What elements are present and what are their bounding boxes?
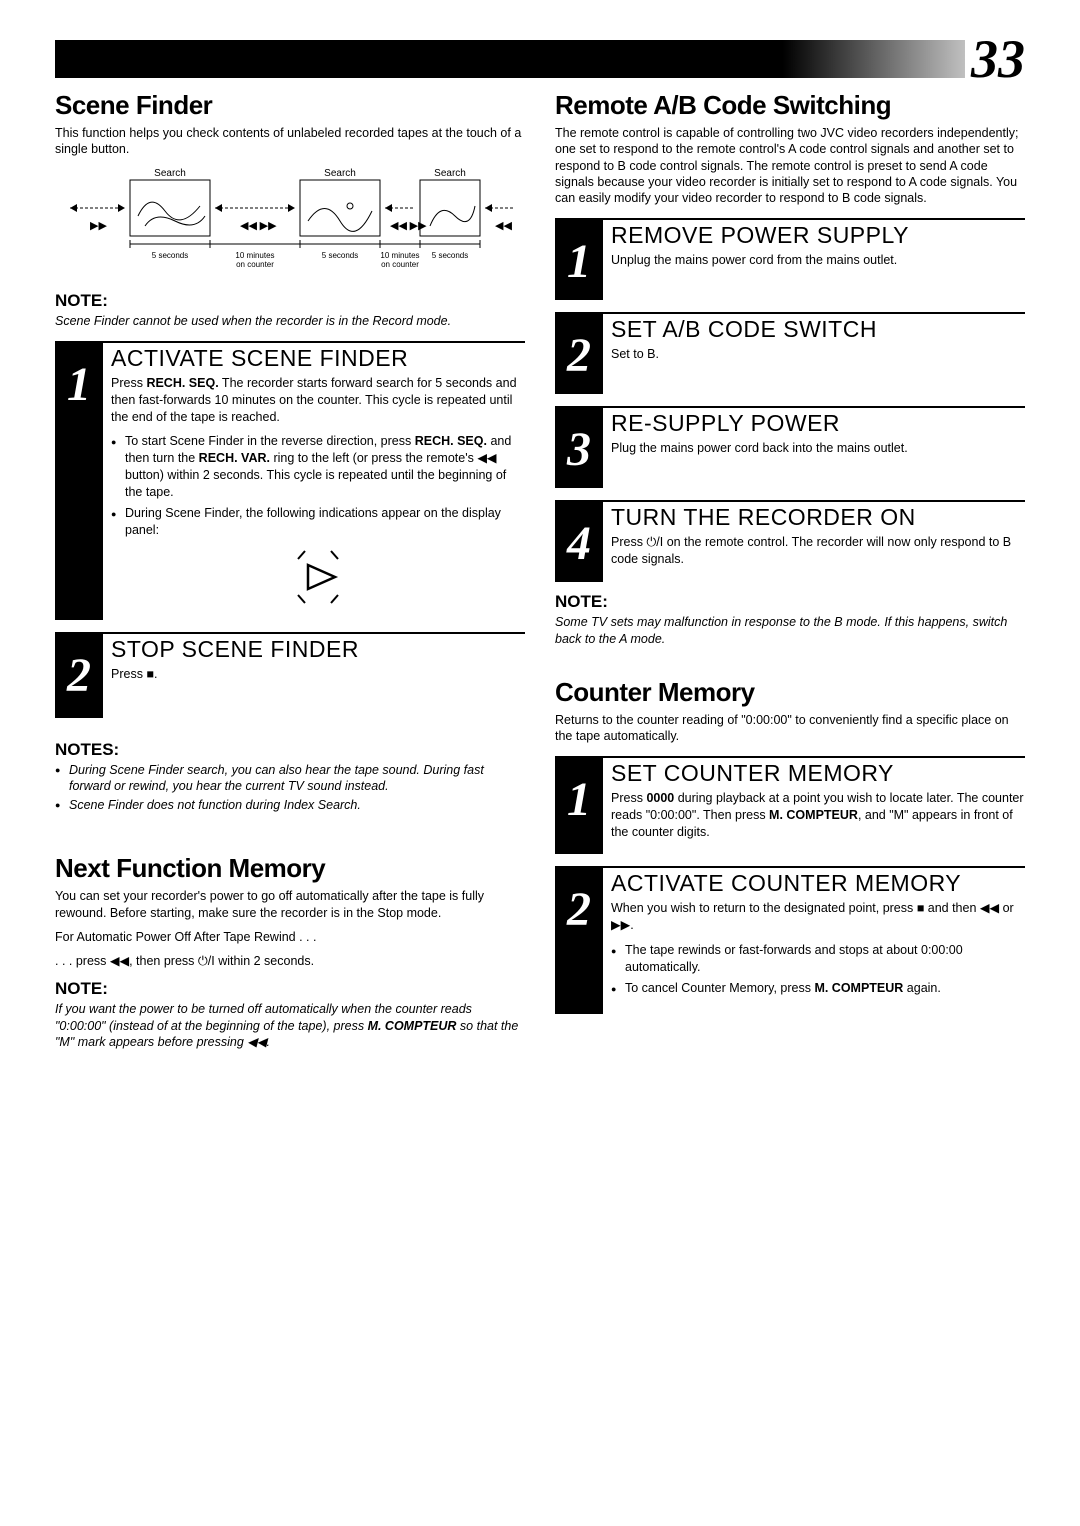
step-number: 1 <box>555 758 603 854</box>
step-title: TURN THE RECORDER ON <box>611 504 1025 531</box>
svg-text:5 seconds: 5 seconds <box>432 251 468 260</box>
note-label: NOTE: <box>55 291 525 311</box>
step-bullets: The tape rewinds or fast-forwards and st… <box>611 942 1025 997</box>
step-body: Press ⏻/I on the remote control. The rec… <box>611 534 1025 568</box>
step-title: REMOVE POWER SUPPLY <box>611 222 1025 249</box>
right-column: Remote A/B Code Switching The remote con… <box>555 90 1025 1050</box>
display-panel-icon <box>111 547 525 612</box>
scene-finder-diagram: Search Search Search <box>55 166 525 281</box>
svg-text:Search: Search <box>324 168 356 179</box>
scene-finder-intro: This function helps you check contents o… <box>55 125 525 158</box>
page-number: 33 <box>965 28 1025 90</box>
step-number: 2 <box>555 868 603 1014</box>
notes-list: During Scene Finder search, you can also… <box>55 762 525 814</box>
step-body: When you wish to return to the designate… <box>611 900 1025 934</box>
two-column-layout: Scene Finder This function helps you che… <box>55 90 1025 1050</box>
step-body: Press RECH. SEQ. The recorder starts for… <box>111 375 525 426</box>
next-function-line3: . . . press ◀◀, then press ⏻/I within 2 … <box>55 953 525 969</box>
step-title: SET A/B CODE SWITCH <box>611 316 1025 343</box>
next-function-intro: You can set your recorder's power to go … <box>55 888 525 921</box>
step-set-ab-switch: 2 SET A/B CODE SWITCH Set to B. <box>555 312 1025 394</box>
note-label: NOTE: <box>555 592 1025 612</box>
step-body: Unplug the mains power cord from the mai… <box>611 252 1025 269</box>
scene-finder-title: Scene Finder <box>55 90 525 121</box>
next-function-line2: For Automatic Power Off After Tape Rewin… <box>55 929 525 945</box>
note-text: Scene Finder cannot be used when the rec… <box>55 313 525 329</box>
remote-ab-title: Remote A/B Code Switching <box>555 90 1025 121</box>
notes-label: NOTES: <box>55 740 525 760</box>
svg-text:5 seconds: 5 seconds <box>152 251 188 260</box>
note-label: NOTE: <box>55 979 525 999</box>
svg-text:◀◀: ◀◀ <box>495 220 512 232</box>
step-remove-power: 1 REMOVE POWER SUPPLY Unplug the mains p… <box>555 218 1025 300</box>
step-bullets: To start Scene Finder in the reverse dir… <box>111 433 525 538</box>
next-function-title: Next Function Memory <box>55 853 525 884</box>
step-resupply-power: 3 RE-SUPPLY POWER Plug the mains power c… <box>555 406 1025 488</box>
step-activate-scene-finder: 1 ACTIVATE SCENE FINDER Press RECH. SEQ.… <box>55 341 525 620</box>
counter-memory-intro: Returns to the counter reading of "0:00:… <box>555 712 1025 745</box>
svg-text:▶▶: ▶▶ <box>90 220 107 232</box>
svg-text:◀◀ ▶▶: ◀◀ ▶▶ <box>390 220 427 232</box>
svg-text:5 seconds: 5 seconds <box>322 251 358 260</box>
step-title: RE-SUPPLY POWER <box>611 410 1025 437</box>
header-gradient-bar: 33 <box>55 40 1025 78</box>
counter-memory-title: Counter Memory <box>555 677 1025 708</box>
step-title: STOP SCENE FINDER <box>111 636 525 663</box>
step-number: 2 <box>555 314 603 394</box>
svg-text:10 minutes: 10 minutes <box>235 251 274 260</box>
svg-text:10 minutes: 10 minutes <box>380 251 419 260</box>
svg-text:Search: Search <box>154 168 186 179</box>
step-body: Plug the mains power cord back into the … <box>611 440 1025 457</box>
note-text: If you want the power to be turned off a… <box>55 1001 525 1050</box>
svg-text:◀◀ ▶▶: ◀◀ ▶▶ <box>240 220 277 232</box>
step-number: 1 <box>555 220 603 300</box>
step-stop-scene-finder: 2 STOP SCENE FINDER Press ■. <box>55 632 525 718</box>
step-set-counter-memory: 1 SET COUNTER MEMORY Press 0000 during p… <box>555 756 1025 854</box>
left-column: Scene Finder This function helps you che… <box>55 90 525 1050</box>
step-number: 1 <box>55 343 103 620</box>
step-number: 2 <box>55 634 103 718</box>
remote-ab-intro: The remote control is capable of control… <box>555 125 1025 206</box>
step-title: ACTIVATE COUNTER MEMORY <box>611 870 1025 897</box>
svg-text:Search: Search <box>434 168 466 179</box>
svg-text:on counter: on counter <box>381 260 419 269</box>
step-title: SET COUNTER MEMORY <box>611 760 1025 787</box>
step-title: ACTIVATE SCENE FINDER <box>111 345 525 372</box>
step-turn-recorder-on: 4 TURN THE RECORDER ON Press ⏻/I on the … <box>555 500 1025 582</box>
step-body: Press 0000 during playback at a point yo… <box>611 790 1025 841</box>
step-activate-counter-memory: 2 ACTIVATE COUNTER MEMORY When you wish … <box>555 866 1025 1014</box>
step-number: 4 <box>555 502 603 582</box>
step-number: 3 <box>555 408 603 488</box>
step-body: Set to B. <box>611 346 1025 363</box>
note-text: Some TV sets may malfunction in response… <box>555 614 1025 647</box>
svg-text:on counter: on counter <box>236 260 274 269</box>
step-body: Press ■. <box>111 666 525 683</box>
